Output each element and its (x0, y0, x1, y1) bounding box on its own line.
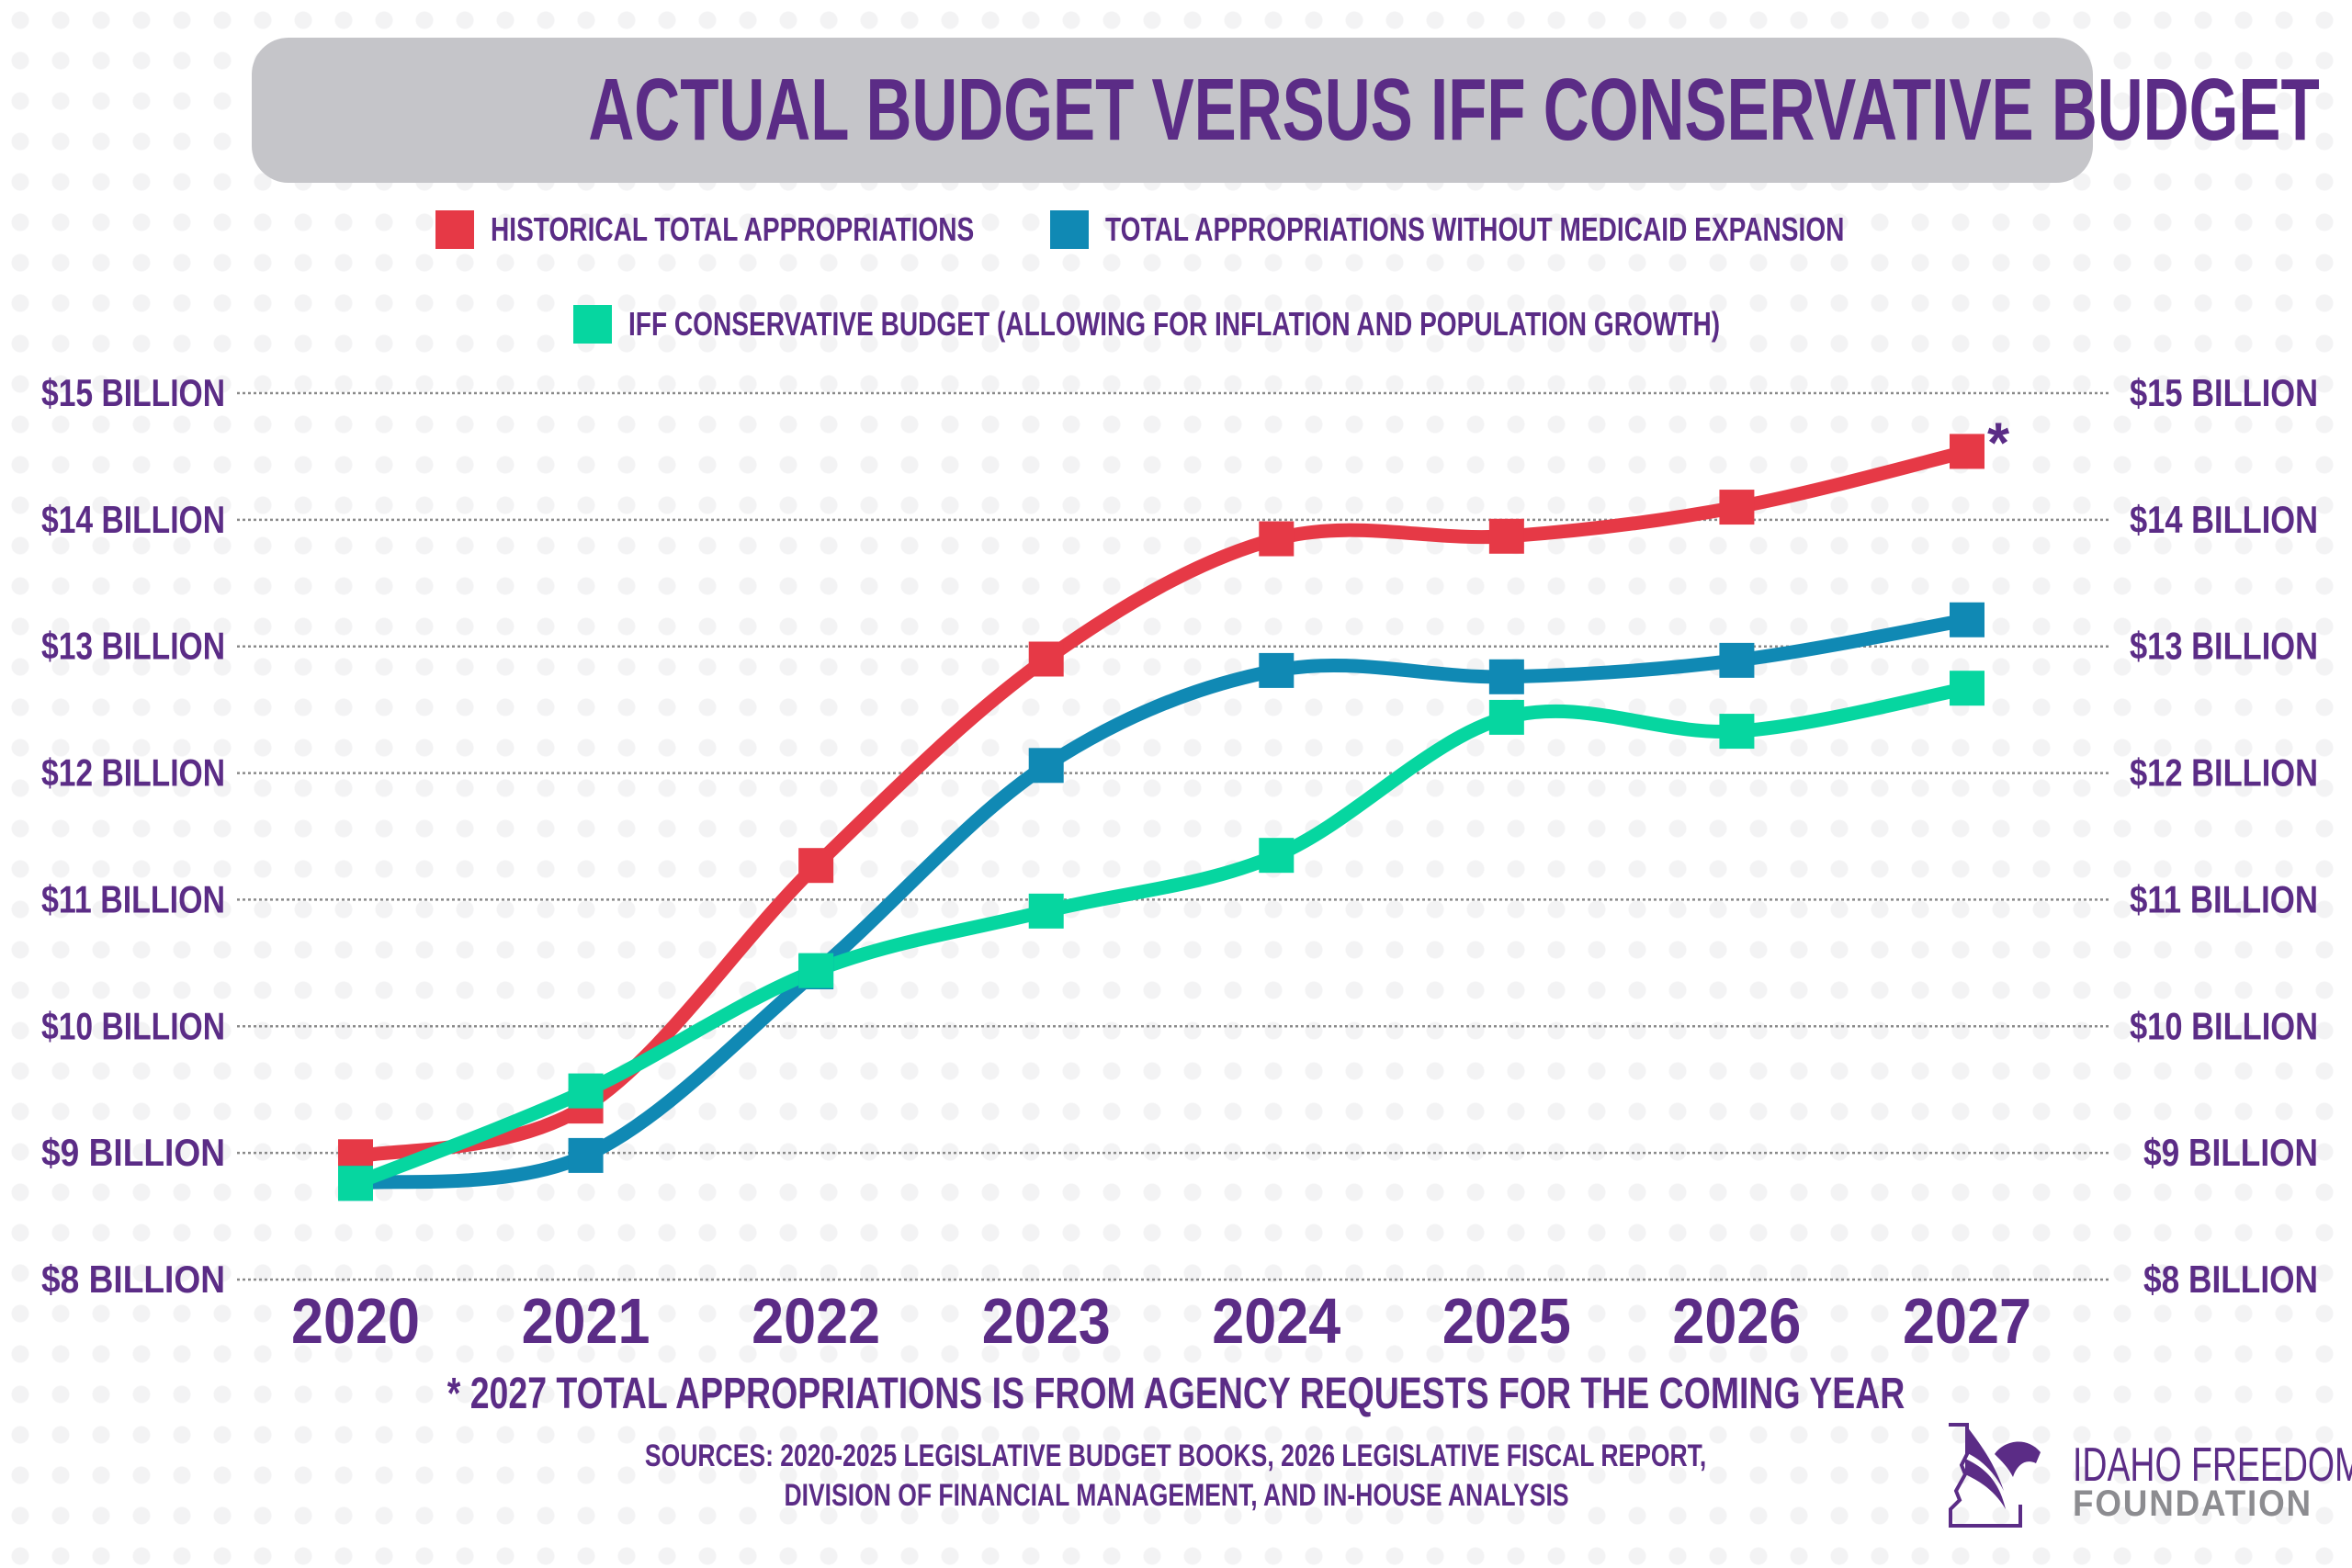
data-point-2-2025 (1488, 699, 1524, 735)
title-bar: ACTUAL BUDGET VERSUS IFF CONSERVATIVE BU… (252, 38, 2320, 183)
data-point-0-2024 (1259, 521, 1295, 557)
x-tick-label: 2022 (752, 1285, 880, 1357)
y-tick-label-right: $12 BILLION (2130, 751, 2318, 795)
data-point-0-2025 (1488, 518, 1524, 554)
y-tick-label-left: $8 BILLION (41, 1258, 225, 1301)
y-tick-label-right: $8 BILLION (2143, 1258, 2318, 1301)
data-point-2-2026 (1719, 714, 1755, 750)
data-point-1-2024 (1259, 652, 1295, 688)
y-tick-label-right: $15 BILLION (2130, 371, 2318, 414)
y-tick-label-right: $11 BILLION (2130, 877, 2318, 920)
y-tick-label-left: $11 BILLION (41, 877, 225, 920)
series-line-2 (348, 681, 1974, 1190)
legend-label: TOTAL APPROPRIATIONS WITHOUT MEDICAID EX… (1105, 210, 1845, 248)
x-tick-label: 2023 (982, 1285, 1111, 1357)
series-line-1 (348, 613, 1974, 1190)
data-point-0-2026 (1719, 490, 1755, 525)
data-point-1-2027 (1950, 602, 1984, 637)
data-point-1-2021 (568, 1137, 604, 1173)
footnote-text: * 2027 TOTAL APPROPRIATIONS IS FROM AGEN… (447, 1370, 1905, 1418)
data-point-2-2024 (1259, 838, 1295, 874)
y-tick-label-right: $13 BILLION (2130, 625, 2318, 668)
y-tick-label-left: $10 BILLION (41, 1004, 225, 1047)
y-tick-label-left: $12 BILLION (41, 751, 225, 795)
legend-label: HISTORICAL TOTAL APPROPRIATIONS (491, 210, 975, 248)
sources-line-2: DIVISION OF FINANCIAL MANAGEMENT, AND IN… (0, 1478, 2352, 1514)
sources-text: SOURCES: 2020-2025 LEGISLATIVE BUDGET BO… (645, 1438, 1707, 1473)
data-point-0-2023 (1028, 641, 1064, 677)
legend-item-historical: HISTORICAL TOTAL APPROPRIATIONS (435, 210, 1111, 249)
x-tick-label: 2025 (1442, 1285, 1571, 1357)
logo-line-2: FOUNDATION (2073, 1483, 2312, 1524)
data-point-1-2023 (1028, 748, 1064, 784)
legend-swatch-red (435, 210, 474, 249)
legend-label: IFF CONSERVATIVE BUDGET (ALLOWING FOR IN… (628, 305, 1721, 343)
legend-swatch-green (573, 305, 612, 344)
chart-title-text: ACTUAL BUDGET VERSUS IFF CONSERVATIVE BU… (588, 61, 2320, 159)
x-tick-label: 2020 (291, 1285, 420, 1357)
chart-title: ACTUAL BUDGET VERSUS IFF CONSERVATIVE BU… (252, 38, 2319, 183)
idaho-eagle-logo-icon (1949, 1423, 2041, 1528)
y-tick-label-right: $14 BILLION (2130, 498, 2318, 541)
x-tick-label: 2024 (1212, 1285, 1340, 1357)
series-line-0 (348, 444, 1974, 1164)
data-point-0-2027 (1950, 434, 1984, 469)
x-tick-label: 2021 (522, 1285, 650, 1357)
legend-item-without-medicaid: TOTAL APPROPRIATIONS WITHOUT MEDICAID EX… (1050, 210, 2052, 249)
y-tick-label-left: $14 BILLION (41, 498, 225, 541)
y-tick-label-left: $13 BILLION (41, 625, 225, 668)
idaho-freedom-foundation-logo: IDAHO FREEDOM FOUNDATION (1939, 1417, 2352, 1532)
legend-item-iff: IFF CONSERVATIVE BUDGET (ALLOWING FOR IN… (573, 305, 2028, 344)
sources-text: DIVISION OF FINANCIAL MANAGEMENT, AND IN… (783, 1478, 1569, 1513)
y-tick-label-left: $15 BILLION (41, 371, 225, 414)
y-tick-label-right: $10 BILLION (2130, 1004, 2318, 1047)
data-point-2-2022 (798, 953, 834, 988)
logo-line-1: IDAHO FREEDOM (2073, 1438, 2352, 1492)
data-point-2-2027 (1950, 671, 1984, 706)
y-tick-label-left: $9 BILLION (41, 1131, 225, 1174)
y-tick-label-right: $9 BILLION (2143, 1131, 2318, 1174)
x-tick-label: 2026 (1672, 1285, 1801, 1357)
x-tick-label: 2027 (1903, 1285, 2031, 1357)
data-point-2-2023 (1028, 893, 1064, 929)
footnote: * 2027 TOTAL APPROPRIATIONS IS FROM AGEN… (0, 1369, 2352, 1419)
data-point-1-2026 (1719, 642, 1755, 678)
data-point-2-2021 (568, 1073, 604, 1109)
data-point-1-2025 (1488, 659, 1524, 694)
data-point-2-2020 (338, 1166, 373, 1201)
data-point-0-2022 (798, 848, 834, 884)
legend-swatch-blue (1050, 210, 1089, 249)
asterisk-annotation: * (1987, 412, 2010, 475)
sources-line-1: SOURCES: 2020-2025 LEGISLATIVE BUDGET BO… (0, 1438, 2352, 1474)
